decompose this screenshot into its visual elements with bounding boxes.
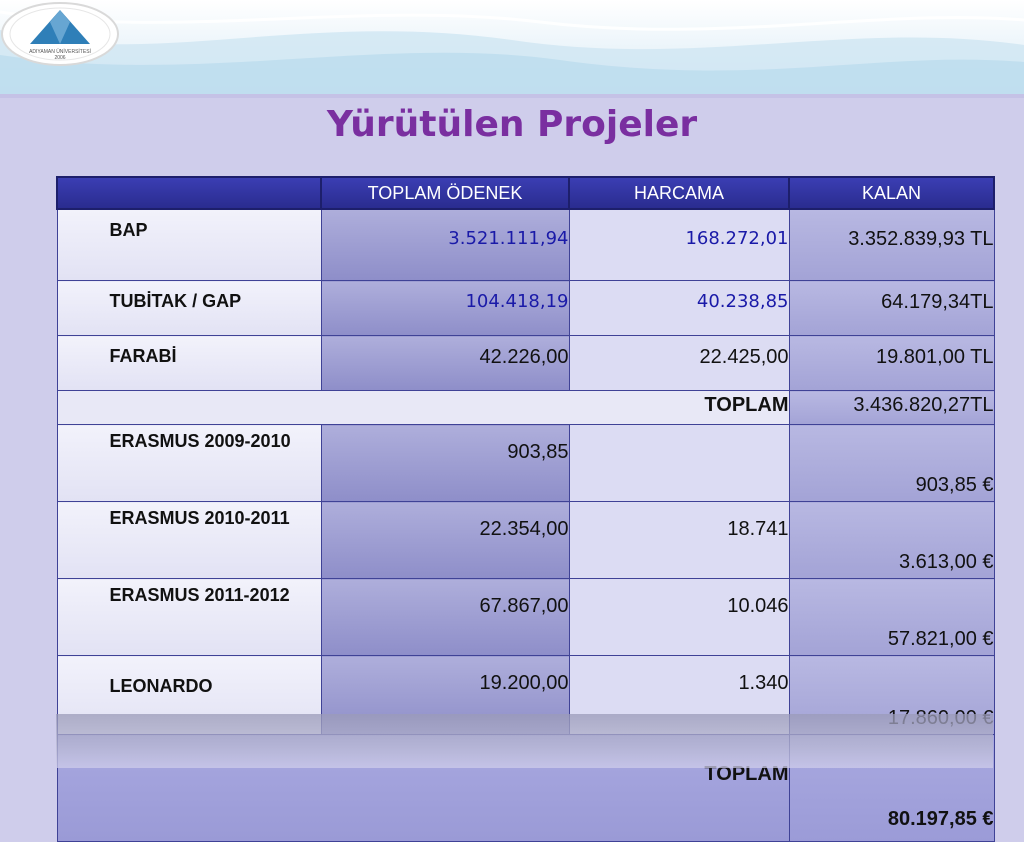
kalan-value: 19.801,00 TL [788, 335, 995, 391]
odenek-value: 42.226,00 [320, 335, 570, 391]
header-cell-kalan: KALAN [788, 176, 995, 210]
subtotal-label: TOPLAM [56, 390, 790, 425]
table-row: ERASMUS 2009-2010 903,85 903,85 € [56, 424, 995, 502]
header-cell-empty [56, 176, 322, 210]
svg-text:2006: 2006 [54, 55, 65, 61]
wave-decoration [0, 10, 1024, 94]
harcama-value: 40.238,85 [568, 280, 790, 336]
harcama-value: 10.046 [568, 578, 790, 656]
project-name: FARABİ [56, 335, 322, 391]
harcama-value: 168.272,01 [568, 208, 790, 281]
table-row: ERASMUS 2011-2012 67.867,00 10.046 57.82… [56, 578, 995, 656]
kalan-value: 3.352.839,93 TL [788, 208, 995, 281]
header-divider [0, 94, 1024, 98]
table-row: ERASMUS 2010-2011 22.354,00 18.741 3.613… [56, 501, 995, 579]
table-reflection [56, 714, 993, 768]
subtotal-kalan-value: 3.436.820,27TL [788, 390, 995, 425]
kalan-value: 3.613,00 € [788, 501, 995, 579]
project-name: ERASMUS 2010-2011 [56, 501, 322, 579]
header-cell-harcama: HARCAMA [568, 176, 790, 210]
kalan-value: 57.821,00 € [788, 578, 995, 656]
header-cell-toplam-odenek: TOPLAM ÖDENEK [320, 176, 570, 210]
harcama-value: 18.741 [568, 501, 790, 579]
kalan-value: 903,85 € [788, 424, 995, 502]
odenek-value: 22.354,00 [320, 501, 570, 579]
harcama-value: 22.425,00 [568, 335, 790, 391]
header-band: ADIYAMAN ÜNİVERSİTESİ 2006 [0, 0, 1024, 94]
svg-text:ADIYAMAN ÜNİVERSİTESİ: ADIYAMAN ÜNİVERSİTESİ [29, 48, 91, 55]
odenek-value: 903,85 [320, 424, 570, 502]
table-header-row: TOPLAM ÖDENEK HARCAMA KALAN [56, 176, 995, 210]
university-logo: ADIYAMAN ÜNİVERSİTESİ 2006 [1, 2, 119, 66]
table-row: TUBİTAK / GAP 104.418,19 40.238,85 64.17… [56, 280, 995, 336]
subtotal-row: TOPLAM 3.436.820,27TL [56, 390, 995, 425]
odenek-value: 67.867,00 [320, 578, 570, 656]
project-name: ERASMUS 2009-2010 [56, 424, 322, 502]
odenek-value: 104.418,19 [320, 280, 570, 336]
odenek-value: 3.521.111,94 [320, 208, 570, 281]
table-row: BAP 3.521.111,94 168.272,01 3.352.839,93… [56, 208, 995, 281]
project-name: TUBİTAK / GAP [56, 280, 322, 336]
kalan-value: 64.179,34TL [788, 280, 995, 336]
table-row: FARABİ 42.226,00 22.425,00 19.801,00 TL [56, 335, 995, 391]
harcama-value [568, 424, 790, 502]
project-name: ERASMUS 2011-2012 [56, 578, 322, 656]
slide-title: Yürütülen Projeler [326, 104, 698, 145]
project-name: BAP [56, 208, 322, 281]
